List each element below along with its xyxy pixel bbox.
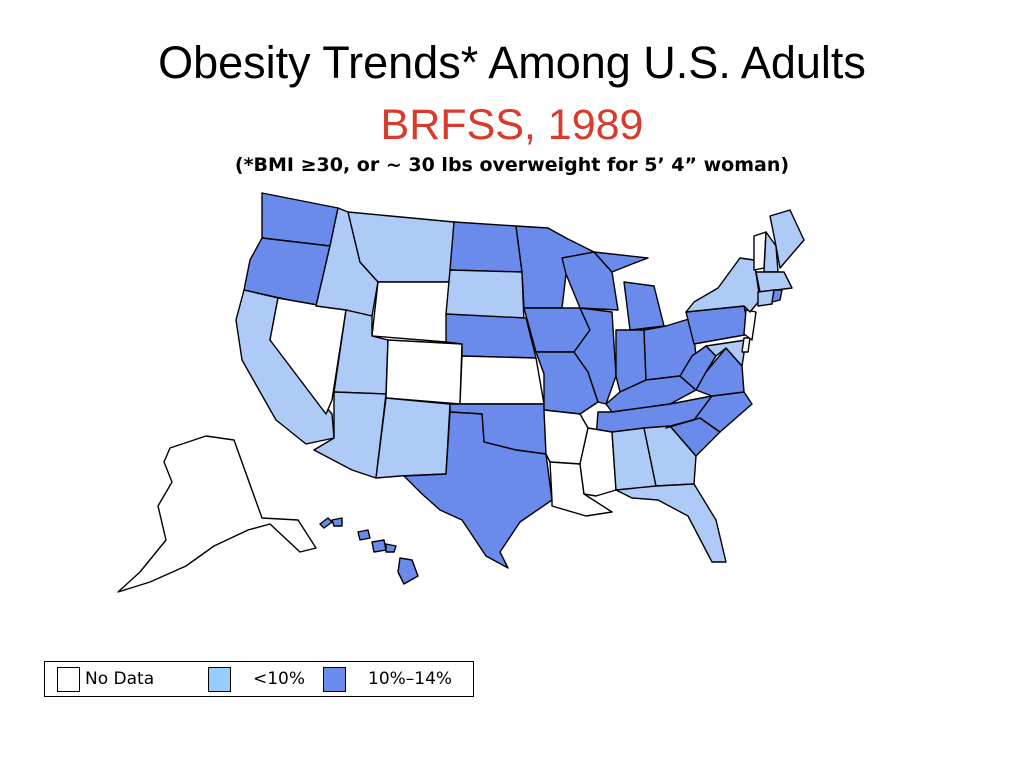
legend-label-lt10: <10%: [253, 669, 306, 689]
state-nd: [449, 221, 523, 273]
state-md: [705, 339, 747, 367]
hawaii-island-oahu: [331, 517, 343, 527]
state-ms: [579, 427, 617, 497]
state-wy: [371, 281, 451, 343]
hawaii-island-lanai: [385, 543, 397, 553]
state-ny: [685, 257, 761, 313]
chart-title: Obesity Trends* Among U.S. Adults: [158, 37, 866, 88]
chart-subtitle: BRFSS, 1989: [380, 101, 644, 149]
state-de: [741, 337, 751, 353]
legend-item-no-data: No Data: [57, 662, 154, 696]
legend-item-lt10: <10%: [208, 662, 305, 696]
legend: No Data <10% 10%–14%: [44, 661, 474, 697]
state-hi: [319, 517, 419, 585]
state-ma: [755, 271, 793, 293]
state-nj: [743, 309, 757, 341]
state-ks: [459, 355, 545, 405]
state-ak: [117, 435, 317, 593]
legend-label-no-data: No Data: [85, 669, 155, 689]
legend-swatch-no-data: [57, 666, 80, 692]
hawaii-island-kauai: [319, 517, 333, 529]
chart-footnote: (*BMI ≥30, or ~ 30 lbs overweight for 5’…: [234, 154, 790, 176]
state-nm: [375, 397, 451, 479]
state-nc: [665, 391, 753, 433]
hawaii-island-big-island: [397, 557, 419, 585]
state-me: [769, 209, 805, 269]
state-il: [573, 307, 617, 405]
state-ct: [757, 289, 775, 307]
legend-swatch-10to14: [323, 666, 346, 692]
state-az: [313, 391, 387, 479]
hawaii-island-molokai: [357, 529, 371, 541]
legend-swatch-lt10: [208, 666, 231, 692]
legend-label-10to14: 10%–14%: [368, 669, 453, 689]
state-co: [385, 339, 463, 405]
legend-item-10to14: 10%–14%: [323, 662, 452, 696]
state-wa: [261, 192, 339, 247]
state-tx: [403, 411, 553, 569]
hawaii-island-maui: [371, 539, 387, 553]
state-ri: [771, 289, 783, 303]
state-fl: [615, 483, 727, 563]
